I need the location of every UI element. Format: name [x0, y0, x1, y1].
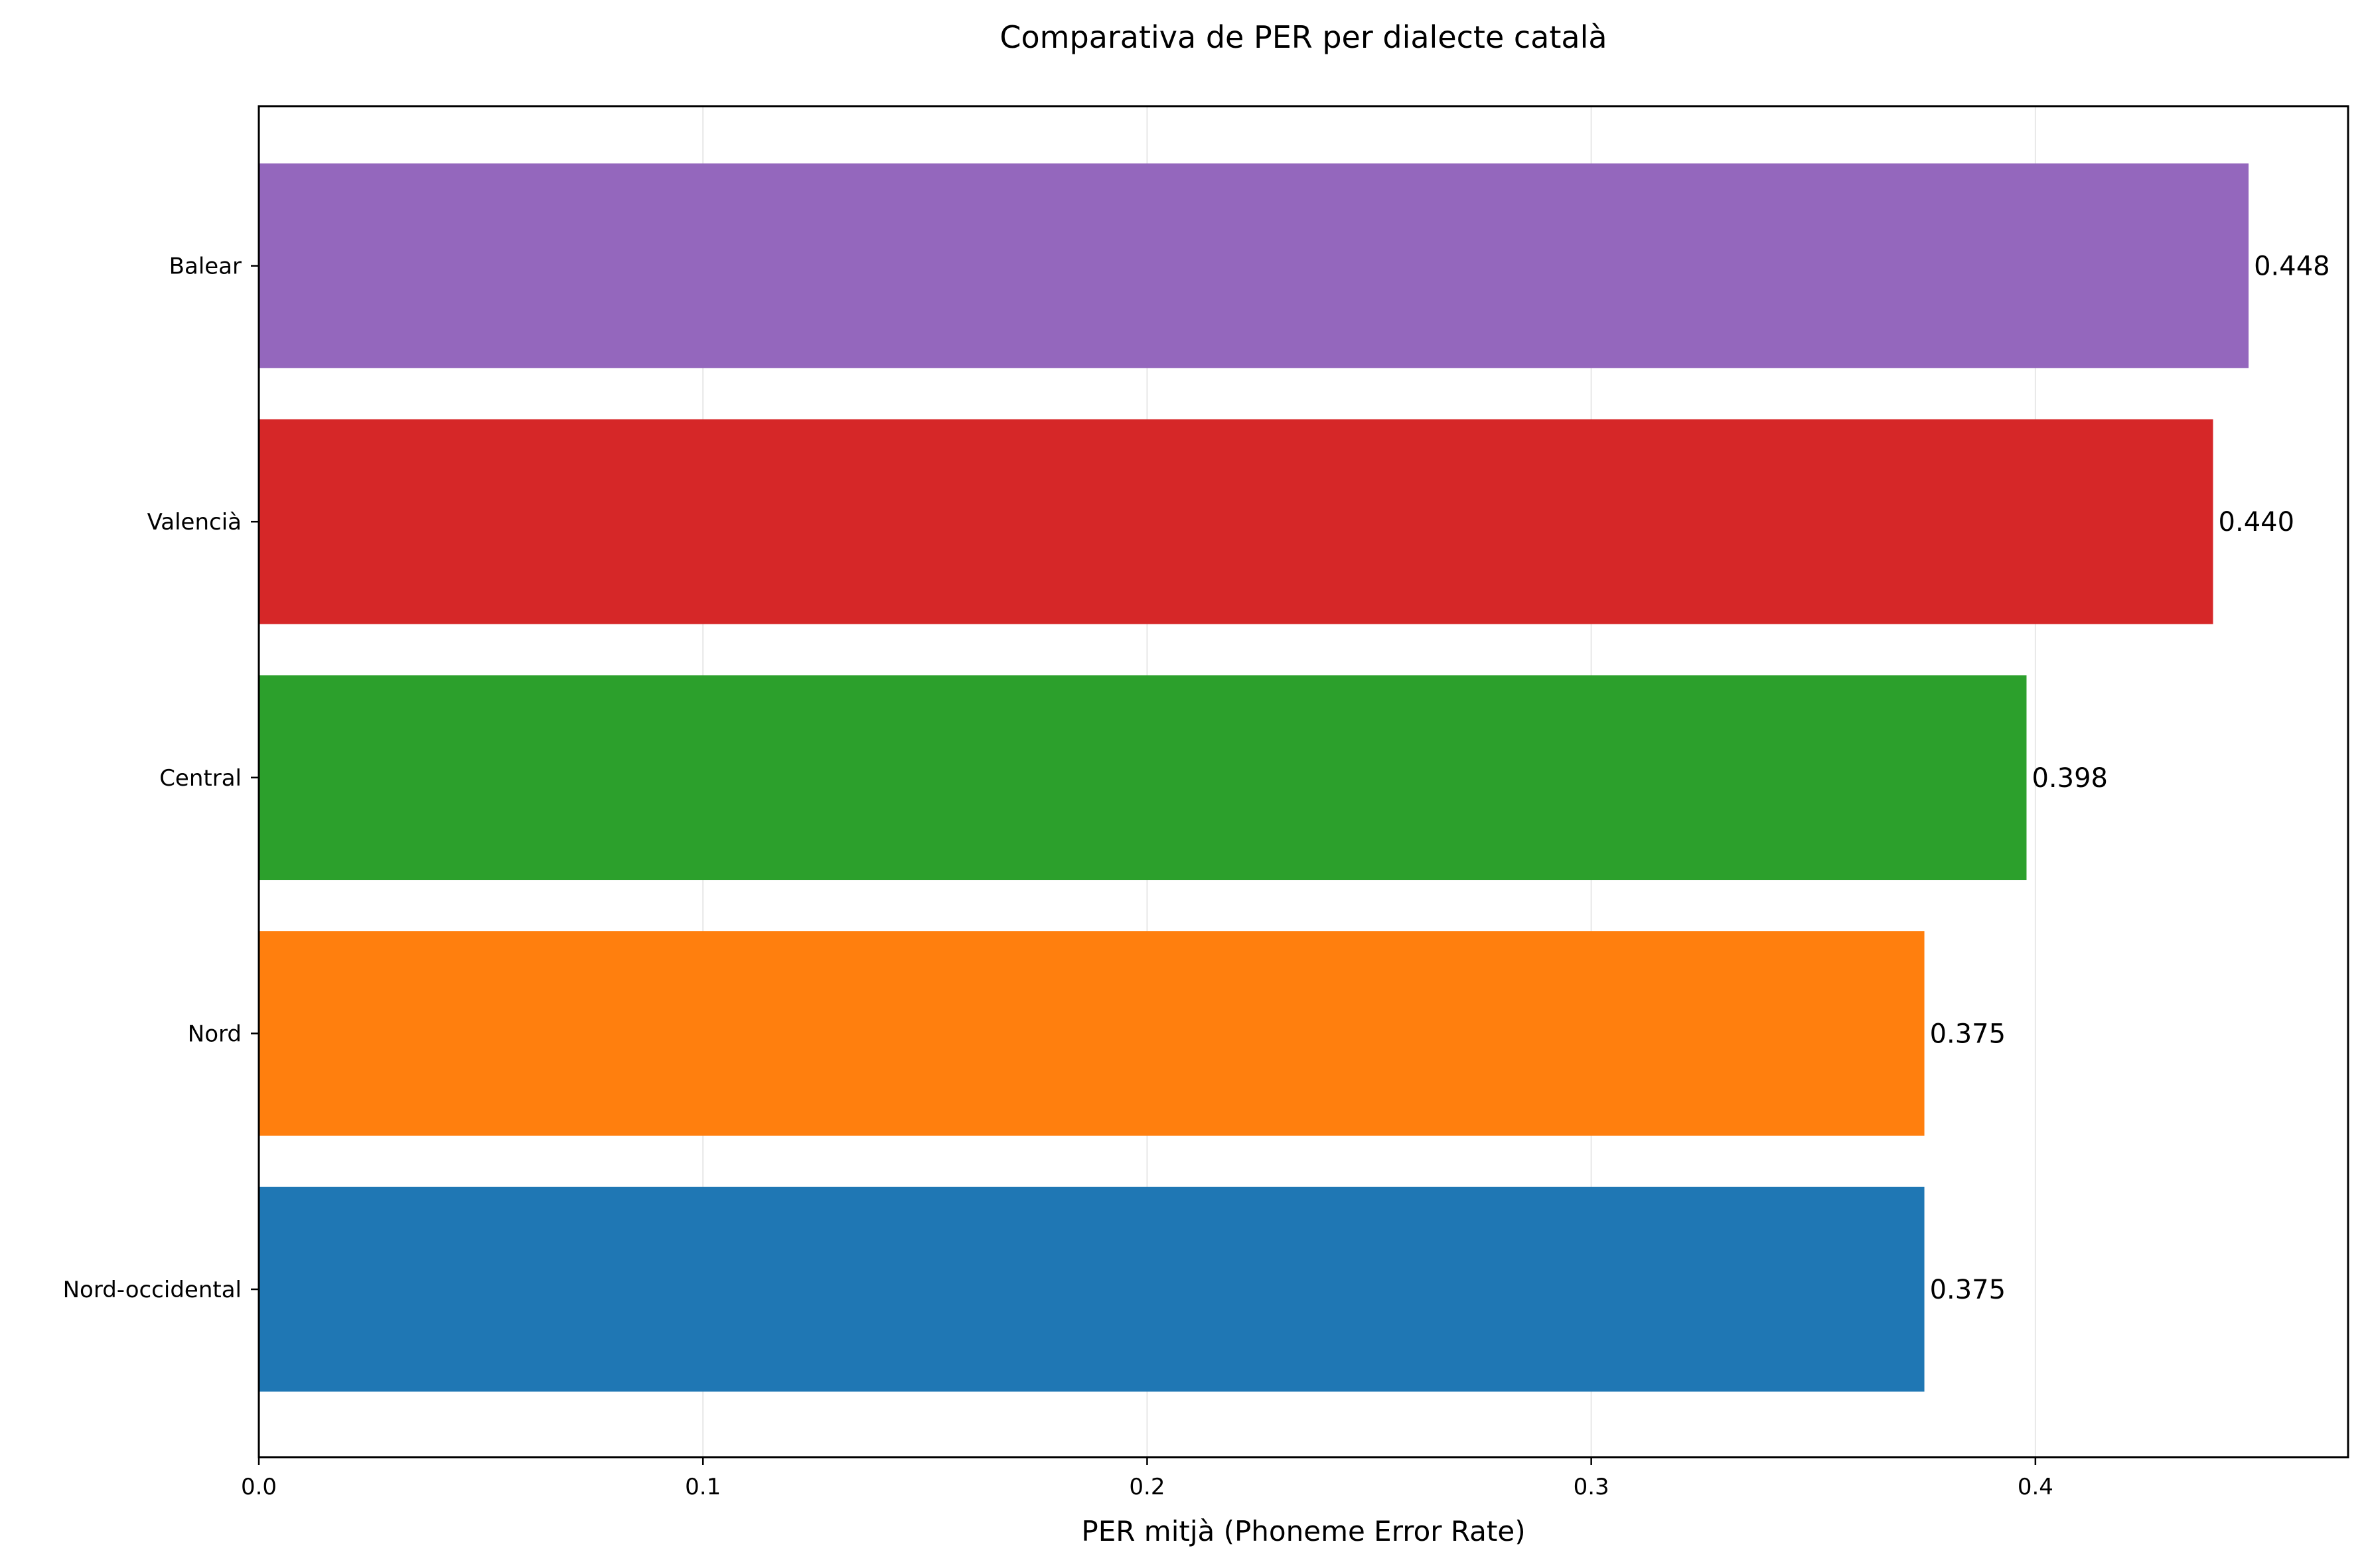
- axis-ticks: 0.0 0.1 0.2 0.3 0.4 Nord-occidental Nord Centra…: [63, 253, 2053, 1500]
- bar-value-label: 0.398: [2032, 763, 2108, 794]
- x-tick-label: 0.2: [1129, 1474, 1165, 1500]
- y-tick-label: Nord-occidental: [63, 1277, 242, 1303]
- bar-value-label: 0.375: [1930, 1275, 2006, 1305]
- value-labels: 0.375 0.375 0.398 0.440 0.448: [1930, 251, 2330, 1305]
- bar: [259, 163, 2249, 368]
- bar-value-label: 0.375: [1930, 1019, 2006, 1049]
- y-tick-label: Nord: [188, 1021, 242, 1047]
- bar: [259, 675, 2027, 881]
- bar: [259, 419, 2213, 624]
- x-axis-label: PER mitjà (Phoneme Error Rate): [1081, 1515, 1525, 1547]
- bar: [259, 931, 1925, 1136]
- bar: [259, 1186, 1925, 1392]
- x-tick-label: 0.3: [1574, 1474, 1609, 1500]
- y-tick-label: Valencià: [147, 509, 242, 535]
- chart-title: Comparativa de PER per dialecte català: [999, 19, 1607, 55]
- x-tick-label: 0.0: [241, 1474, 277, 1500]
- plot-frame: [258, 105, 2349, 1459]
- bar-value-label: 0.448: [2254, 251, 2330, 282]
- bars: [259, 163, 2249, 1392]
- bar-value-label: 0.440: [2219, 507, 2295, 537]
- x-tick-label: 0.4: [2018, 1474, 2053, 1500]
- x-tick-label: 0.1: [685, 1474, 721, 1500]
- y-tick-label: Balear: [169, 253, 242, 280]
- y-tick-label: Central: [159, 765, 242, 792]
